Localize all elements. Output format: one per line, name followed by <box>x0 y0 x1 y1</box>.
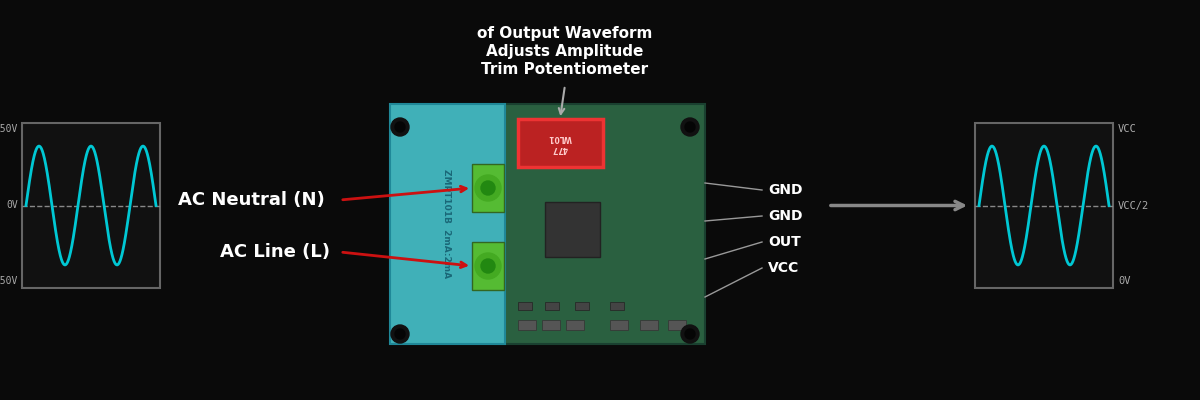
Text: VCC: VCC <box>768 261 799 275</box>
Circle shape <box>685 329 695 339</box>
Bar <box>974 123 1114 288</box>
Circle shape <box>685 122 695 132</box>
Bar <box>610 302 624 310</box>
Text: of Output Waveform: of Output Waveform <box>478 26 653 41</box>
Bar <box>518 302 532 310</box>
Bar <box>668 320 686 330</box>
Circle shape <box>395 122 406 132</box>
Text: -250V: -250V <box>0 276 18 286</box>
Circle shape <box>682 118 698 136</box>
Circle shape <box>481 259 496 273</box>
Text: Trim Potentiometer: Trim Potentiometer <box>481 62 648 77</box>
Text: VCC: VCC <box>1118 124 1136 134</box>
Text: Adjusts Amplitude: Adjusts Amplitude <box>486 44 643 59</box>
Text: AC Neutral (N): AC Neutral (N) <box>179 191 325 209</box>
Bar <box>545 202 600 257</box>
Text: 0V: 0V <box>1118 276 1130 286</box>
Circle shape <box>391 118 409 136</box>
Circle shape <box>475 253 502 279</box>
Bar <box>472 164 504 212</box>
Text: GND: GND <box>768 183 803 197</box>
Bar <box>542 320 560 330</box>
Bar <box>496 104 706 344</box>
Bar <box>640 320 658 330</box>
Text: +250V: +250V <box>0 124 18 134</box>
Text: AC Line (L): AC Line (L) <box>220 243 330 261</box>
Bar <box>575 302 589 310</box>
Bar <box>566 320 584 330</box>
Text: ZMPT101B  2mA:2mA: ZMPT101B 2mA:2mA <box>443 170 451 278</box>
Bar <box>610 320 628 330</box>
Text: VCC/2: VCC/2 <box>1118 200 1150 210</box>
Circle shape <box>481 181 496 195</box>
Text: 0V: 0V <box>6 200 18 210</box>
Bar <box>22 123 160 288</box>
Bar <box>472 242 504 290</box>
Bar <box>518 119 604 167</box>
Bar <box>390 104 505 344</box>
Text: GND: GND <box>768 209 803 223</box>
Circle shape <box>391 325 409 343</box>
Circle shape <box>682 325 698 343</box>
Text: 477
WL01: 477 WL01 <box>548 133 572 153</box>
Bar <box>518 320 536 330</box>
Text: OUT: OUT <box>768 235 800 249</box>
Circle shape <box>475 175 502 201</box>
Bar <box>545 302 559 310</box>
Circle shape <box>395 329 406 339</box>
